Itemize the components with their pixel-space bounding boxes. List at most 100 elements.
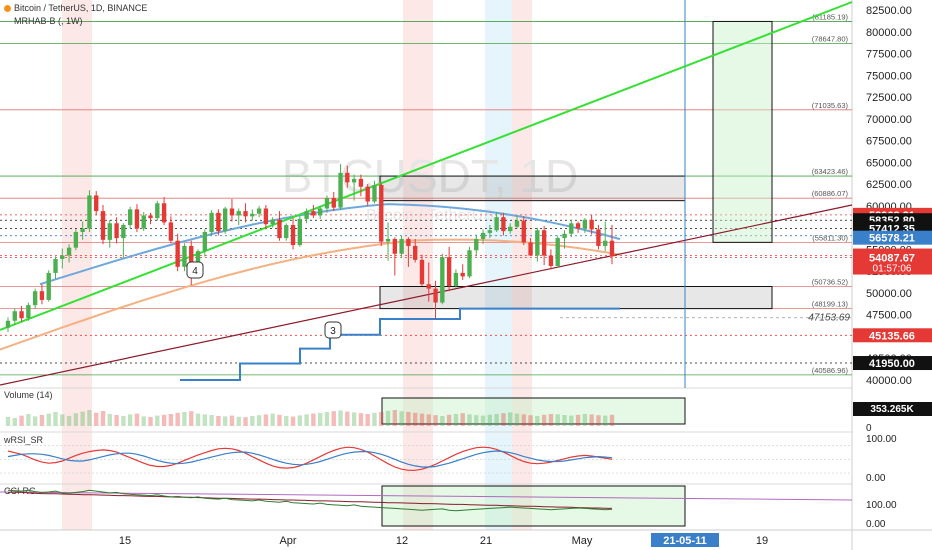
candle-body: [263, 208, 269, 225]
candle-body: [182, 245, 187, 267]
candle-body: [304, 211, 309, 219]
wave-label: 4: [192, 266, 198, 277]
candle-body: [236, 211, 241, 216]
candle-body: [501, 217, 506, 232]
candle-body: [494, 217, 499, 231]
wave-label-box: [186, 261, 204, 279]
volume-bar: [385, 410, 391, 426]
volume-bar: [121, 416, 126, 426]
candle-body: [229, 208, 235, 216]
volume-bar: [569, 415, 574, 426]
volume-bar: [127, 414, 133, 426]
volume-bar: [236, 416, 241, 426]
volume-bar: [548, 414, 554, 426]
cursor-date-badge: [651, 533, 719, 547]
volume-bar: [372, 412, 377, 426]
volume-bar: [32, 416, 38, 426]
volume-bar: [596, 415, 601, 426]
indicator-label: MRHAB-B (, 1W): [14, 16, 83, 26]
countdown-badge: [853, 261, 932, 275]
indicator-header[interactable]: MRHAB-B (, 1W): [14, 16, 83, 26]
volume-bar: [141, 416, 146, 426]
moving-average: [0, 238, 621, 351]
volume-bar: [284, 416, 289, 426]
price-badge-text: 41950.00: [869, 358, 915, 370]
candle-body: [222, 208, 228, 232]
volume-bar: [365, 414, 370, 426]
candle-body: [562, 233, 567, 239]
volume-bar: [521, 414, 526, 426]
candle-body: [277, 219, 282, 239]
candle-body: [351, 178, 357, 183]
candle-body: [575, 223, 581, 229]
volume-bar: [277, 414, 282, 426]
trend-line-dark: [0, 204, 853, 386]
volume-bar: [100, 411, 106, 426]
candle-body: [548, 255, 554, 266]
time-axis: 15 Apr 12 21 May 21-05-11 19: [119, 533, 768, 547]
price-tick: 62500.00: [866, 179, 912, 191]
candle-body: [569, 223, 574, 234]
volume-value-label: [853, 402, 932, 416]
volume-bar: [338, 410, 343, 426]
price-tick: 67500.00: [866, 136, 912, 148]
volume-bar: [426, 414, 431, 426]
candle-body: [521, 220, 526, 243]
fib-label: (60886.07): [812, 189, 849, 198]
volume-bar: [87, 410, 92, 426]
volume-bar: [270, 413, 275, 426]
volume-bar: [297, 415, 303, 426]
candle-body: [243, 211, 248, 217]
candle-body: [345, 172, 350, 183]
candle-body: [603, 240, 608, 246]
price-tick: 47500.00: [866, 310, 912, 322]
volume-bar: [487, 414, 493, 426]
volume-bar: [358, 413, 364, 426]
price-tick: 75000.00: [866, 70, 912, 82]
candle-body: [32, 291, 38, 306]
candle-body: [127, 209, 133, 226]
candles: 43: [5, 164, 615, 339]
candle-body: [100, 211, 106, 240]
watermark-name: Bitcoin / TetherUS: [366, 207, 494, 224]
volume-bar: [535, 416, 540, 426]
fib-label: (63423.46): [812, 167, 849, 176]
volume-bar: [243, 417, 248, 426]
trend-lines[interactable]: [0, 1, 853, 386]
candle-body: [433, 288, 438, 303]
price-badge-text: 54087.67: [869, 252, 915, 264]
fib-label: (40586.96): [812, 366, 849, 375]
candle-body: [480, 232, 486, 239]
time-tick: 19: [756, 535, 768, 547]
symbol-header[interactable]: Bitcoin / TetherUS, 1D, BINANCE: [4, 3, 147, 13]
fib-label: (48199.13): [812, 300, 849, 309]
candle-body: [596, 229, 601, 246]
candle-body: [365, 186, 370, 202]
candle-body: [311, 211, 316, 216]
candle-body: [168, 222, 174, 241]
session-band: [62, 0, 92, 530]
volume-bar: [222, 416, 228, 426]
candle-body: [514, 220, 520, 227]
candle-body: [175, 240, 180, 267]
volume-bar: [324, 412, 330, 426]
candle-body: [589, 219, 594, 230]
volume-bar: [19, 415, 24, 426]
volume-bar: [182, 412, 187, 426]
candle-body: [256, 208, 262, 214]
candle-body: [297, 218, 303, 246]
cci-tick-0: 0.00: [866, 519, 886, 530]
candle-body: [134, 209, 140, 229]
candle-body: [508, 226, 513, 232]
volume-bar: [609, 414, 615, 426]
volume-bar: [514, 413, 520, 426]
candle-body: [161, 203, 167, 223]
candle-body: [541, 230, 547, 256]
candle-body: [487, 230, 493, 233]
volume-bar: [603, 415, 608, 426]
price-tick: 80000.00: [866, 27, 912, 39]
candle-body: [406, 238, 411, 246]
candle-body: [5, 320, 11, 328]
